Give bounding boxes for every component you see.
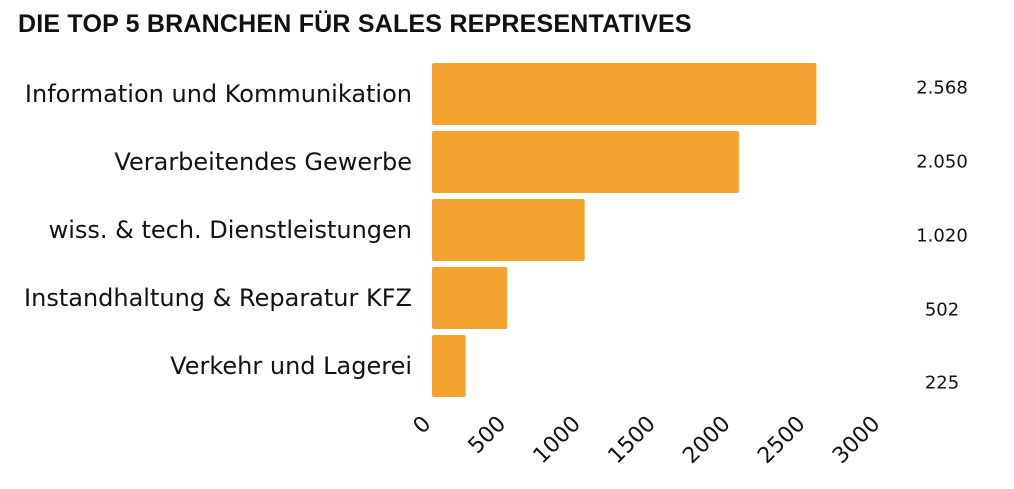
chart-title: DIE TOP 5 BRANCHEN FÜR SALES REPRESENTAT… bbox=[18, 10, 692, 38]
bar-2 bbox=[432, 131, 739, 193]
x-tick-label-2500: 2500 bbox=[753, 412, 810, 469]
x-tick-label-2000: 2000 bbox=[678, 412, 735, 469]
value-label-5: 225 bbox=[925, 373, 959, 394]
x-tick-label-1000: 1000 bbox=[529, 412, 586, 469]
value-label-1: 2.568 bbox=[916, 78, 968, 99]
bar-3 bbox=[432, 199, 585, 261]
category-label-5: Verkehr und Lagerei bbox=[170, 352, 412, 380]
value-label-4: 502 bbox=[925, 300, 959, 321]
x-tick-label-500: 500 bbox=[464, 412, 511, 459]
x-tick-label-3000: 3000 bbox=[828, 412, 885, 469]
category-label-1: Information und Kommunikation bbox=[25, 80, 412, 108]
x-tick-label-0: 0 bbox=[409, 412, 437, 440]
bar-5 bbox=[432, 335, 466, 397]
category-label-2: Verarbeitendes Gewerbe bbox=[114, 148, 412, 176]
bar-4 bbox=[432, 267, 508, 329]
value-label-3: 1.020 bbox=[916, 226, 968, 247]
category-label-4: Instandhaltung & Reparatur KFZ bbox=[24, 284, 412, 312]
value-label-2: 2.050 bbox=[916, 152, 968, 173]
bar-1 bbox=[432, 63, 817, 125]
category-label-3: wiss. & tech. Dienstleistungen bbox=[49, 216, 412, 244]
x-tick-label-1500: 1500 bbox=[604, 412, 661, 469]
